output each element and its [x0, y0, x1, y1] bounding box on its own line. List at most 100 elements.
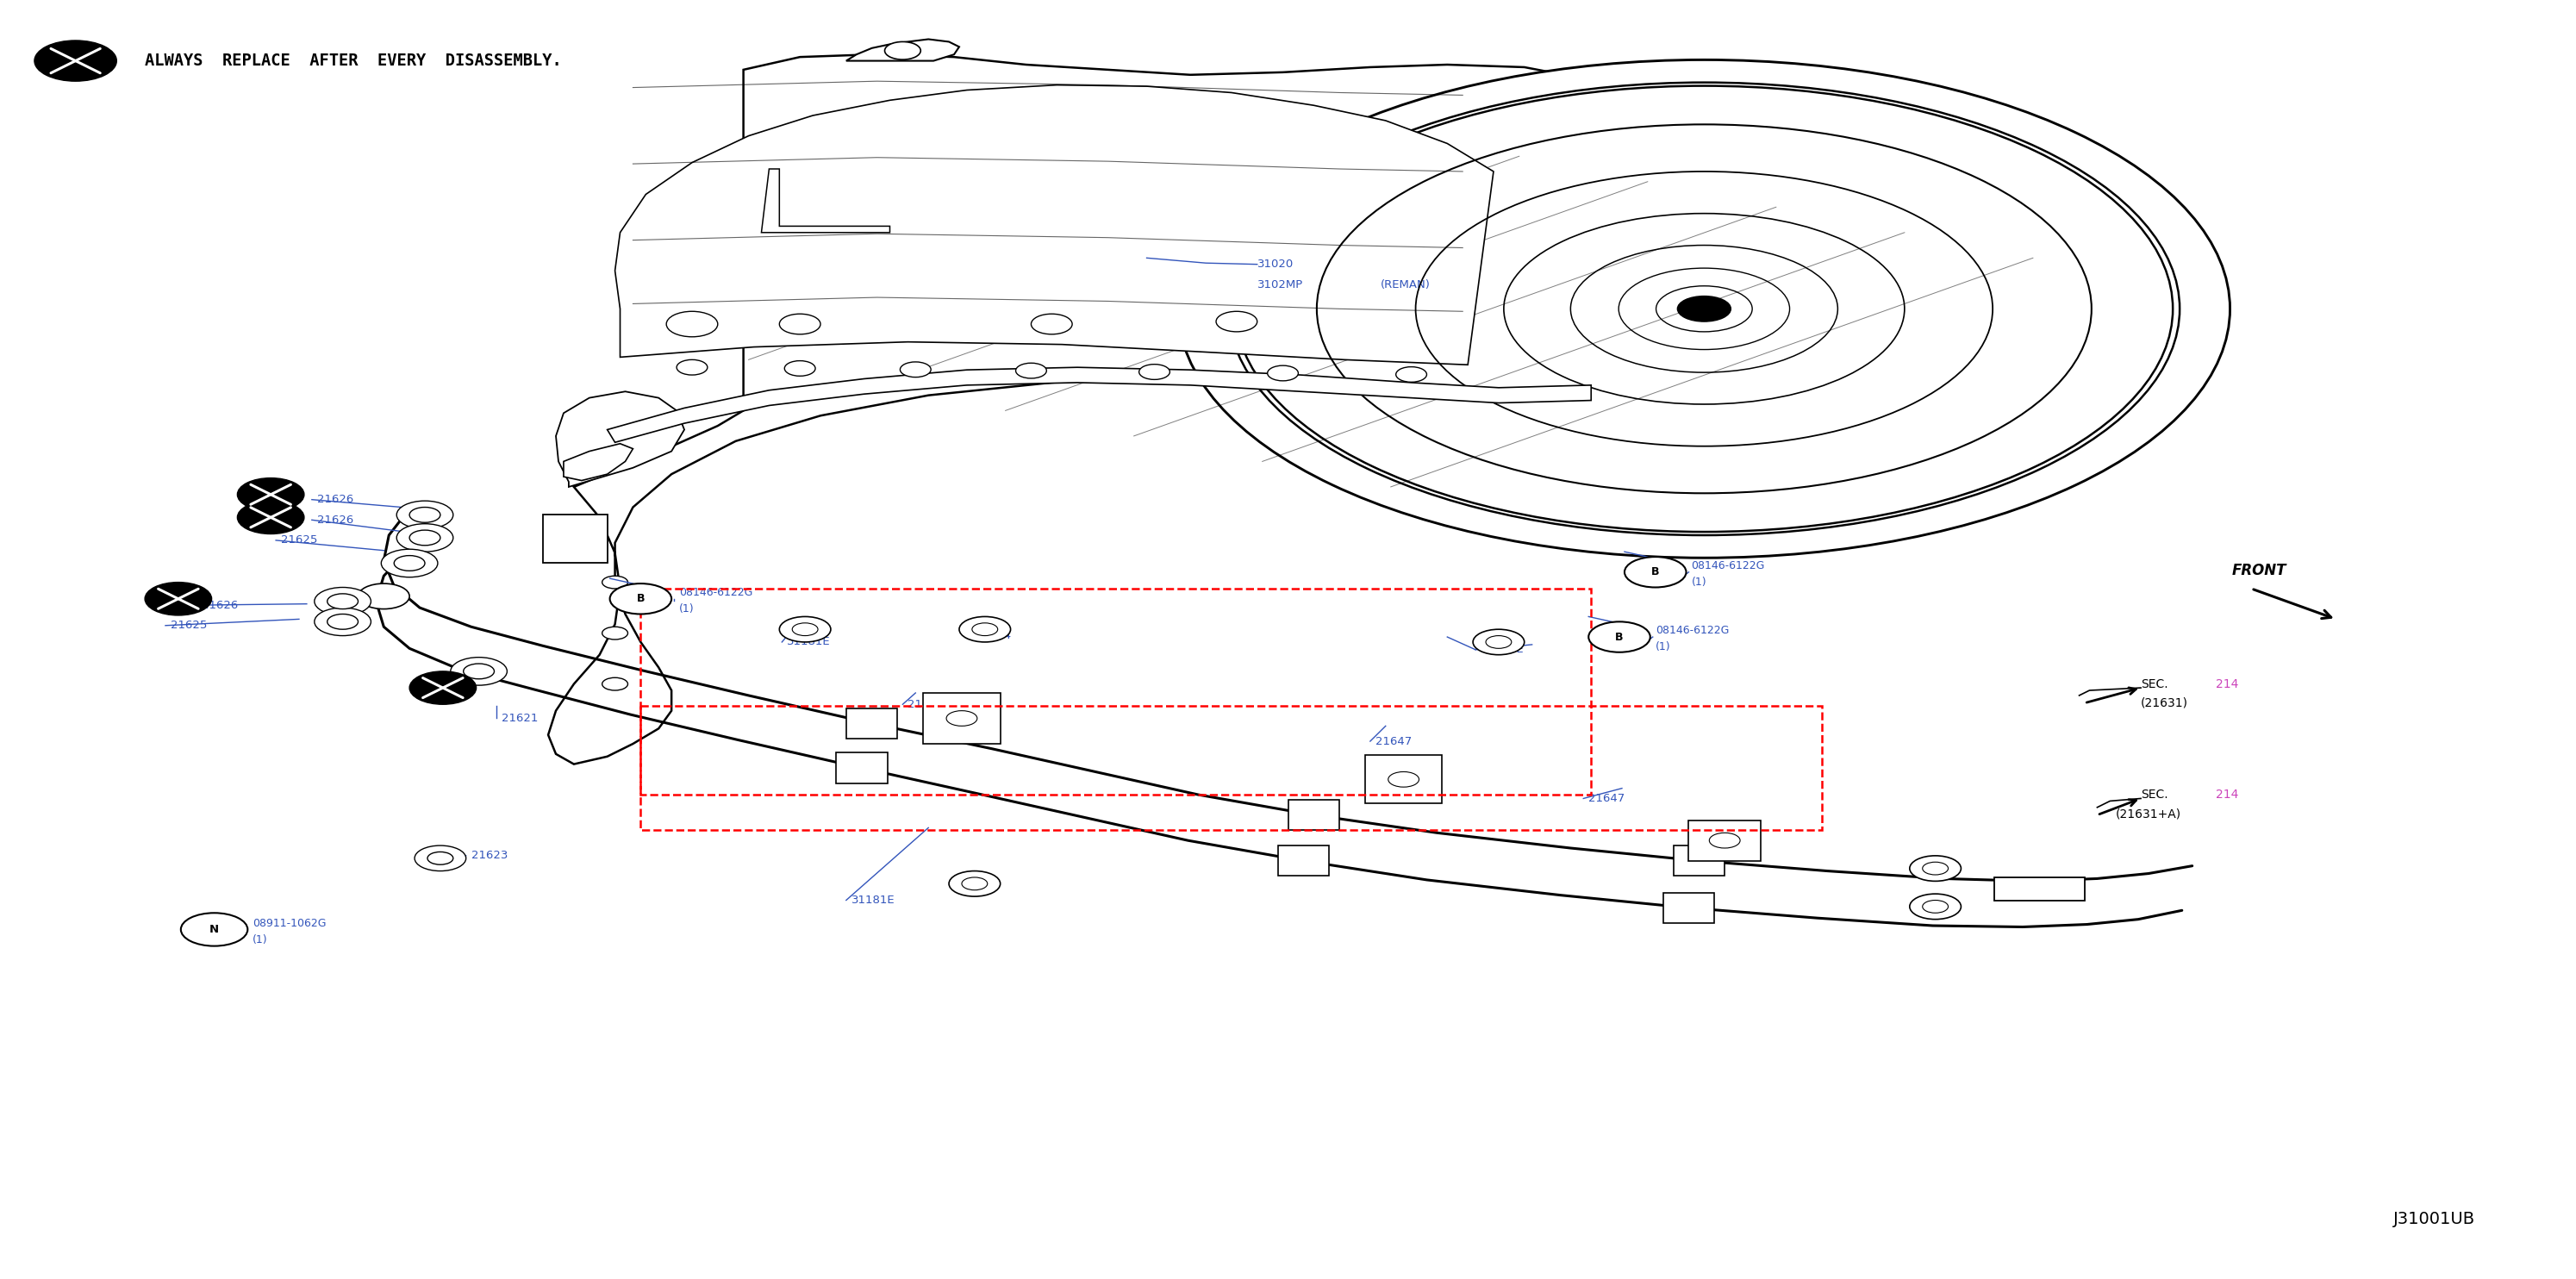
Circle shape [611, 583, 672, 614]
Polygon shape [549, 55, 1731, 764]
Circle shape [410, 508, 440, 523]
Circle shape [971, 623, 997, 636]
FancyBboxPatch shape [1278, 845, 1329, 876]
Circle shape [1473, 629, 1525, 655]
Circle shape [1909, 894, 1960, 920]
Circle shape [899, 362, 930, 377]
Text: FRONT: FRONT [2231, 563, 2287, 578]
Circle shape [33, 41, 116, 81]
Circle shape [781, 616, 829, 642]
Text: 08146-6122G: 08146-6122G [1656, 625, 1728, 636]
Circle shape [358, 583, 410, 609]
Text: J31001UB: J31001UB [2393, 1211, 2476, 1227]
FancyBboxPatch shape [1365, 755, 1443, 803]
Text: 31181E: 31181E [850, 894, 894, 906]
Circle shape [603, 627, 629, 640]
Circle shape [961, 877, 987, 890]
Text: 21621: 21621 [502, 712, 538, 724]
Text: 08911-1062G: 08911-1062G [252, 917, 327, 929]
Circle shape [1015, 363, 1046, 379]
Text: 31020: 31020 [1257, 258, 1293, 270]
Circle shape [451, 657, 507, 686]
Circle shape [1388, 771, 1419, 787]
Text: (1): (1) [1692, 577, 1705, 588]
Text: SEC.: SEC. [2141, 678, 2169, 691]
Ellipse shape [1177, 60, 2231, 558]
Text: SEC.: SEC. [2141, 789, 2169, 801]
Text: (1): (1) [252, 934, 268, 945]
Text: (1): (1) [1656, 642, 1669, 652]
Circle shape [1710, 833, 1741, 848]
Text: (1): (1) [680, 604, 696, 615]
Text: 21644: 21644 [974, 631, 1010, 641]
Circle shape [603, 576, 629, 588]
Circle shape [948, 871, 999, 897]
Circle shape [180, 913, 247, 946]
Circle shape [397, 501, 453, 528]
Circle shape [1396, 367, 1427, 382]
Circle shape [381, 549, 438, 577]
Circle shape [786, 361, 817, 376]
Text: 21626: 21626 [461, 673, 497, 684]
FancyBboxPatch shape [1664, 893, 1716, 923]
Circle shape [1267, 366, 1298, 381]
Circle shape [237, 478, 304, 512]
Circle shape [428, 852, 453, 865]
Circle shape [793, 623, 819, 636]
Polygon shape [616, 84, 1494, 365]
FancyBboxPatch shape [1994, 877, 2084, 900]
FancyBboxPatch shape [1690, 820, 1759, 861]
Text: 08146-6122G: 08146-6122G [1692, 560, 1765, 572]
Circle shape [884, 42, 920, 60]
Text: 31181E: 31181E [1481, 645, 1525, 655]
Circle shape [945, 711, 976, 726]
Circle shape [415, 845, 466, 871]
Circle shape [1922, 862, 1947, 875]
Text: B: B [1651, 567, 1659, 578]
Text: N: N [209, 923, 219, 935]
Circle shape [1922, 900, 1947, 913]
Ellipse shape [1677, 297, 1731, 321]
Text: 21625: 21625 [170, 620, 206, 631]
Circle shape [314, 587, 371, 615]
FancyBboxPatch shape [544, 515, 608, 563]
Polygon shape [556, 391, 685, 487]
Circle shape [394, 555, 425, 570]
FancyBboxPatch shape [1288, 799, 1340, 830]
Circle shape [1486, 636, 1512, 648]
Text: 21647: 21647 [1589, 793, 1625, 804]
Circle shape [327, 614, 358, 629]
FancyBboxPatch shape [922, 693, 999, 744]
Ellipse shape [1229, 82, 2179, 535]
Circle shape [397, 524, 453, 551]
Text: 21623: 21623 [471, 851, 507, 861]
Text: 214: 214 [2215, 789, 2239, 801]
Circle shape [677, 359, 708, 375]
Text: 214: 214 [2215, 678, 2239, 691]
Text: 21626: 21626 [317, 494, 353, 505]
Circle shape [958, 616, 1010, 642]
Text: (21631): (21631) [2141, 697, 2187, 709]
Circle shape [314, 608, 371, 636]
Circle shape [781, 313, 822, 334]
Text: 21647: 21647 [907, 698, 945, 710]
Text: 21647: 21647 [1376, 735, 1412, 747]
Circle shape [410, 671, 477, 705]
Text: B: B [636, 593, 644, 605]
Circle shape [603, 678, 629, 691]
Polygon shape [762, 169, 889, 233]
Circle shape [464, 664, 495, 679]
Circle shape [1625, 556, 1687, 587]
Text: 21626: 21626 [317, 514, 353, 526]
Polygon shape [564, 444, 634, 481]
Text: 08146-6122G: 08146-6122G [680, 587, 752, 599]
Circle shape [327, 593, 358, 609]
Text: (21631+A): (21631+A) [2115, 808, 2182, 820]
Circle shape [1216, 311, 1257, 331]
Circle shape [410, 530, 440, 545]
Text: 21625: 21625 [281, 535, 317, 546]
Circle shape [144, 582, 211, 615]
Polygon shape [845, 40, 958, 61]
Circle shape [1030, 313, 1072, 334]
Circle shape [1139, 365, 1170, 380]
